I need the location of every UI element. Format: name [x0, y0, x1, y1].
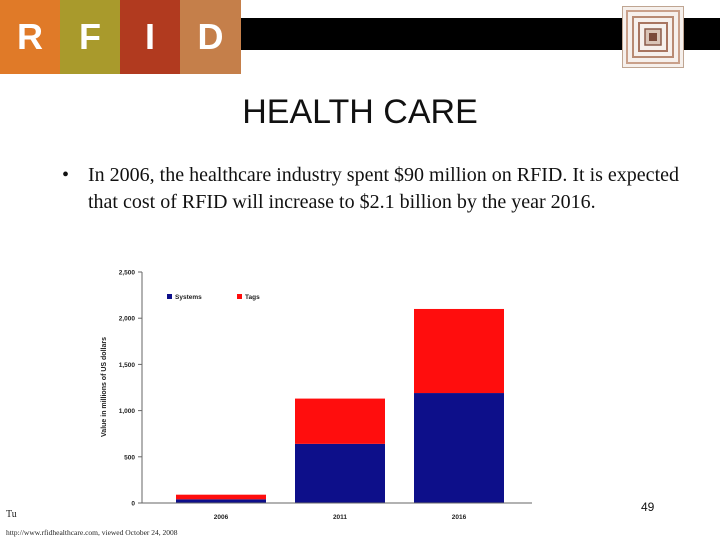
x-tick-label: 2011: [333, 514, 347, 521]
source-url: http://www.rfidhealthcare.com, viewed Oc…: [6, 528, 178, 537]
logo-letter-d: D: [180, 0, 241, 74]
bar-systems-2016: [414, 393, 504, 503]
legend-label-tags: Tags: [245, 294, 260, 301]
y-tick-label: 1,000: [119, 408, 136, 415]
logo-letter-i: I: [120, 0, 180, 74]
legend-label-systems: Systems: [175, 294, 202, 301]
page-number: 49: [641, 500, 655, 514]
legend-swatch-tags: [237, 294, 242, 299]
y-tick-label: 0: [131, 501, 135, 508]
slide-title: HEALTH CARE: [242, 93, 478, 131]
rfid-chip-icon: [622, 6, 684, 68]
bar-systems-2011: [295, 443, 385, 503]
legend-swatch-systems: [167, 294, 172, 299]
bullet-text: In 2006, the healthcare industry spent $…: [88, 164, 679, 213]
y-tick-label: 500: [124, 454, 135, 461]
bullet-marker: •: [62, 164, 70, 186]
y-tick-label: 2,000: [119, 316, 136, 323]
x-tick-label: 2006: [214, 514, 229, 521]
rfid-spending-chart: Value in millions of US dollars 0 500 1,00…: [101, 270, 532, 521]
x-tick-label: 2016: [452, 514, 467, 521]
y-axis-label: Value in millions of US dollars: [101, 337, 108, 437]
footer-left-text: Tu: [6, 509, 17, 520]
y-tick-label: 1,500: [119, 362, 136, 369]
bar-systems-2006: [176, 499, 266, 503]
bar-tags-2011: [295, 398, 385, 444]
y-tick-label: 2,500: [119, 270, 136, 277]
bar-tags-2016: [414, 308, 504, 394]
logo-letter-r: R: [0, 0, 60, 74]
bar-tags-2006: [176, 494, 266, 500]
logo-letter-f: F: [60, 0, 120, 74]
